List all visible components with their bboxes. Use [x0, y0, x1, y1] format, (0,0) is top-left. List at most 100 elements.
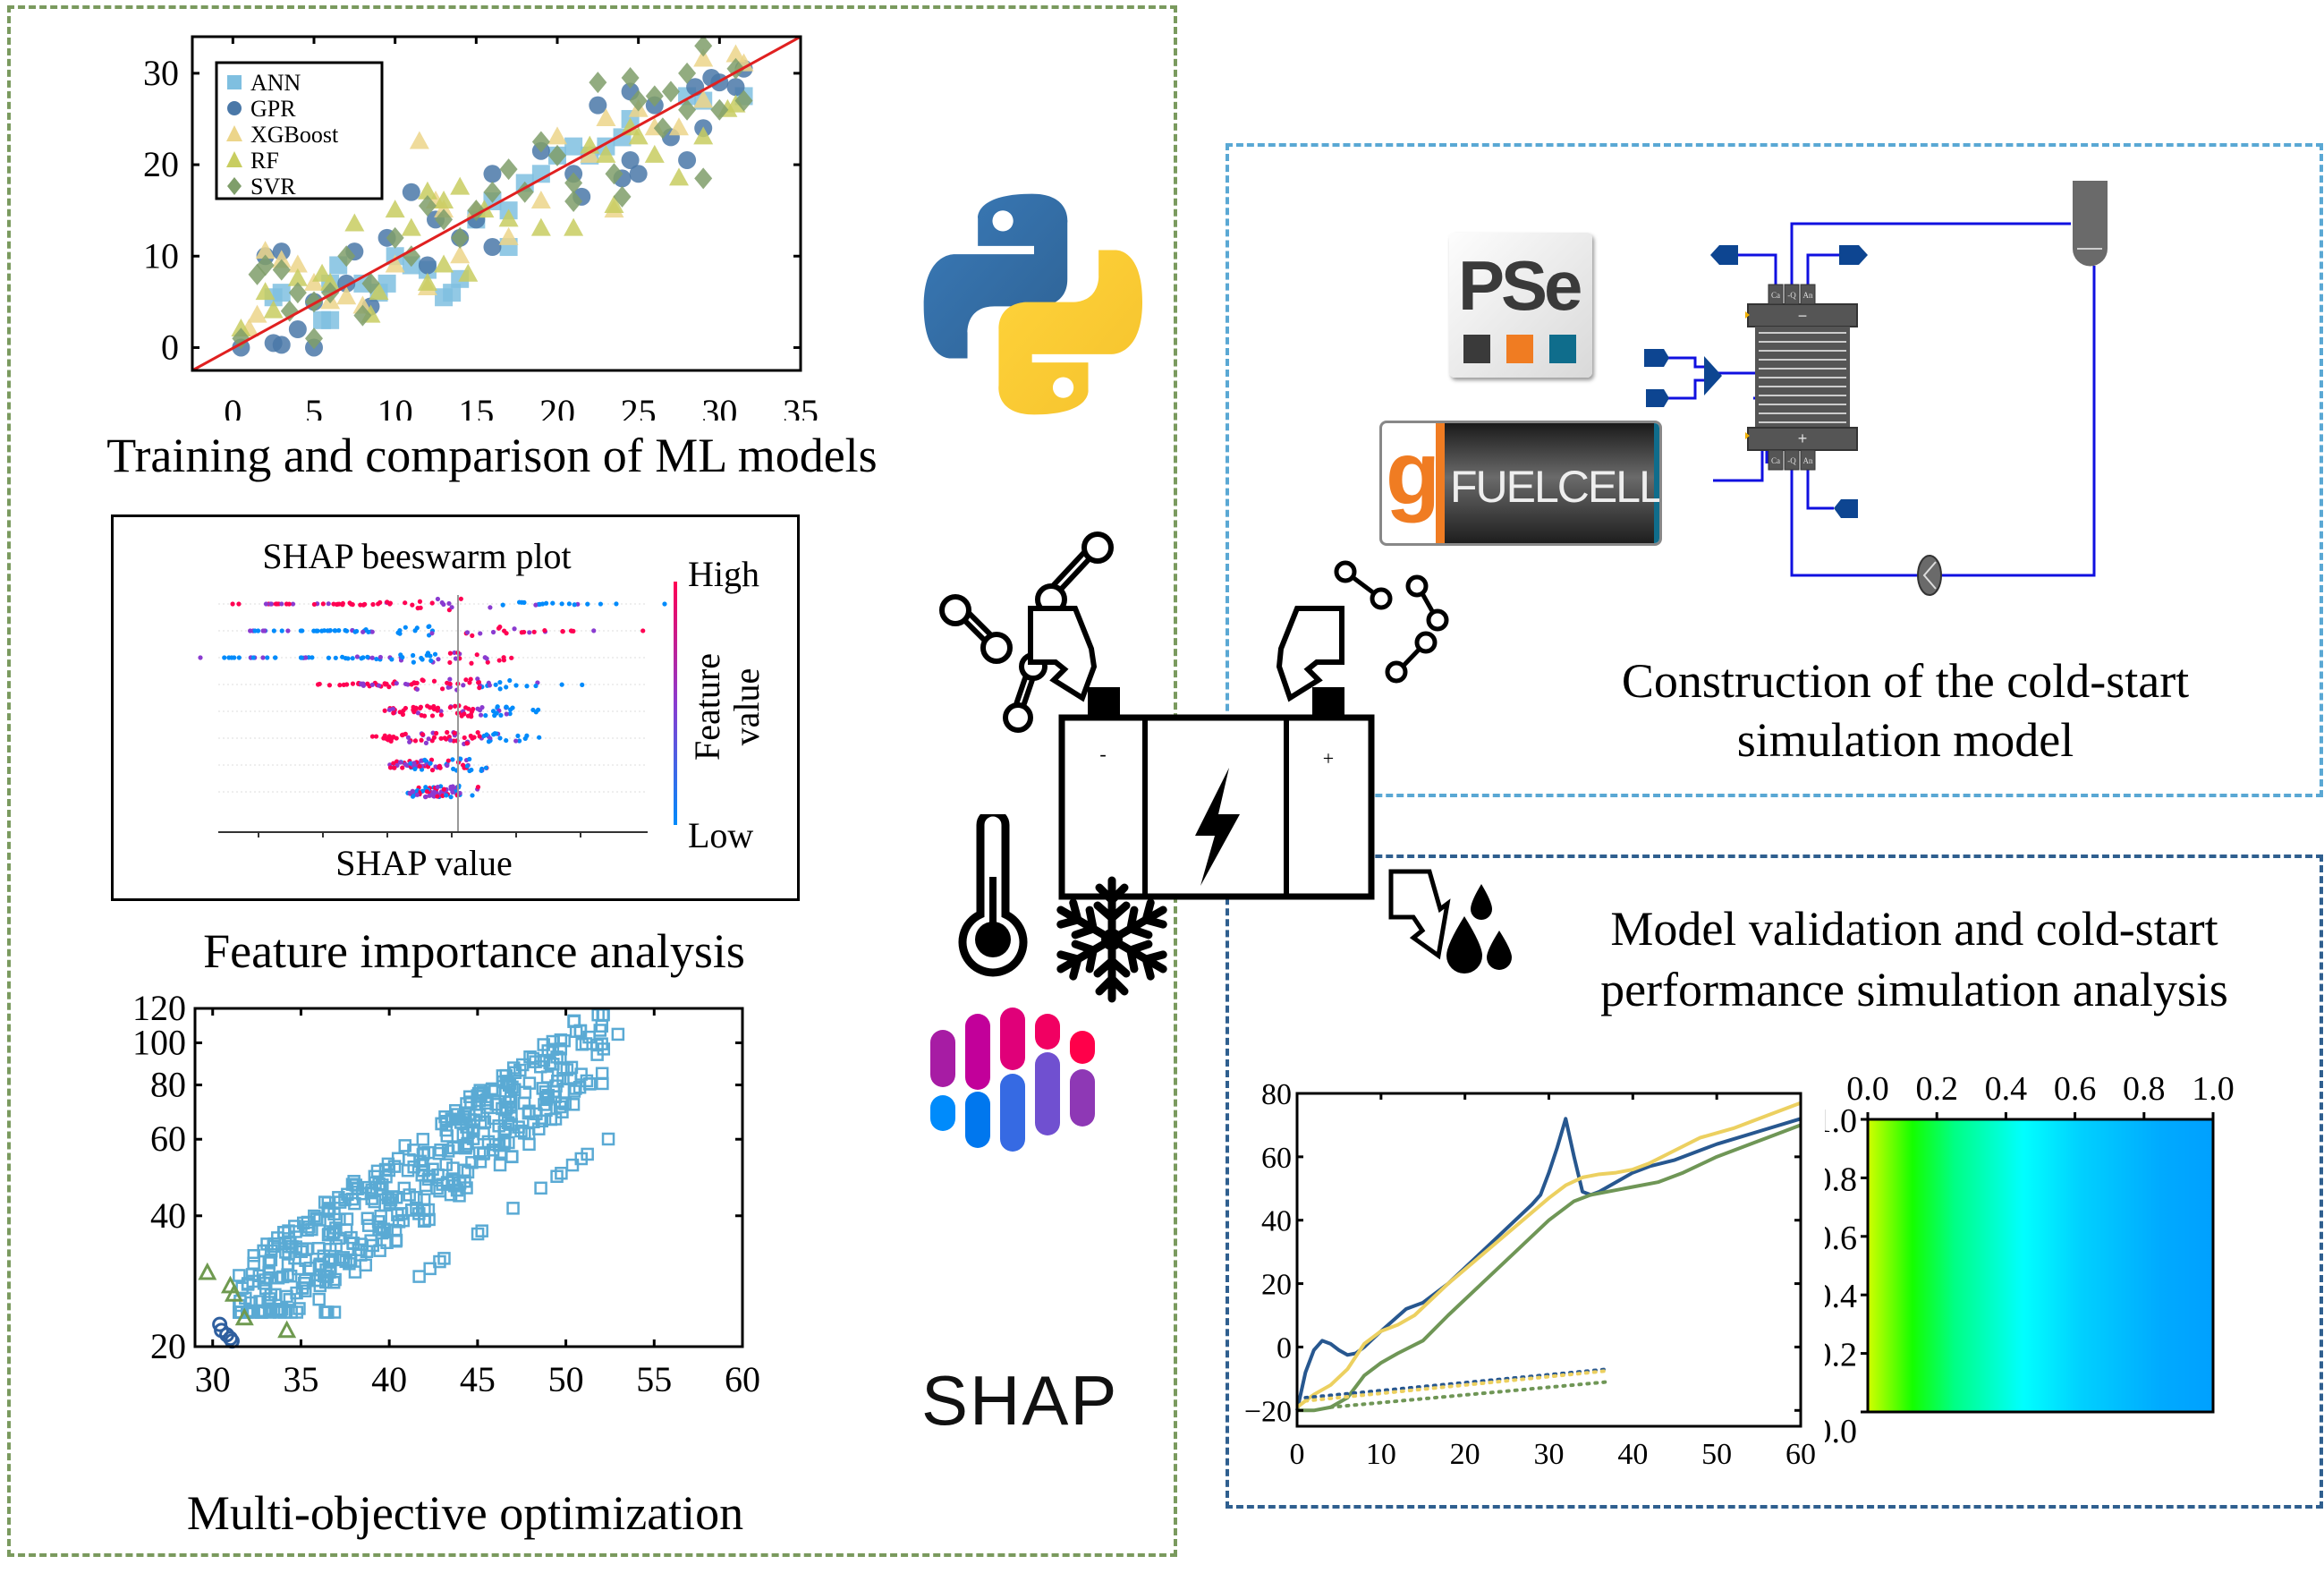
beeswarm-point	[400, 732, 405, 737]
pareto-candidate-point	[601, 1132, 615, 1146]
pareto-candidate-point	[505, 1150, 519, 1164]
validation-caption-line1: Model validation and cold-start	[1610, 902, 2218, 956]
pareto-candidate-point	[522, 1076, 537, 1090]
beeswarm-point	[531, 629, 537, 634]
beeswarm-point	[474, 652, 479, 658]
port-label-top: An	[1803, 291, 1813, 300]
parity-y-tick: 20	[143, 144, 179, 184]
parity-y-tick: 30	[143, 53, 179, 93]
parity-point-xgboost	[287, 254, 308, 273]
beeswarm-point	[350, 681, 356, 686]
beeswarm-point	[513, 683, 519, 688]
parity-point-svr	[531, 131, 550, 153]
parity-point-ann	[321, 310, 340, 329]
beeswarm-point	[369, 655, 375, 660]
beeswarm-point	[327, 683, 333, 688]
pareto-candidate-point	[540, 1090, 555, 1104]
beeswarm-point	[559, 601, 564, 607]
molecule-icon	[939, 594, 1013, 664]
pareto-front-triangle	[234, 1307, 254, 1326]
beeswarm-point	[481, 733, 487, 739]
pareto-candidate-point	[471, 1086, 486, 1101]
beeswarm-point	[486, 739, 492, 744]
beeswarm-point	[343, 656, 349, 661]
beeswarm-point	[512, 626, 517, 632]
beeswarm-point	[394, 735, 399, 741]
parity-point-svr	[661, 81, 680, 103]
line-y-tick: 60	[1261, 1142, 1292, 1175]
beeswarm-point	[222, 655, 227, 660]
beeswarm-point	[445, 729, 450, 735]
parity-point-xgboost	[247, 304, 267, 323]
gradient-heatmap: 0.00.20.40.60.81.00.00.20.40.60.81.0	[1825, 1070, 2235, 1450]
beeswarm-point	[391, 761, 396, 766]
beeswarm-point	[411, 761, 417, 766]
beeswarm-point	[476, 680, 481, 685]
heat-x-tick: 1.0	[2192, 1070, 2235, 1108]
beeswarm-point	[263, 601, 269, 607]
pareto-candidate-point	[283, 1293, 297, 1306]
parity-point-rf	[417, 181, 437, 200]
beeswarm-point	[286, 601, 292, 607]
pareto-candidate-point	[403, 1188, 416, 1202]
beeswarm-point	[438, 712, 444, 718]
pareto-candidate-point	[319, 1263, 333, 1277]
line-x-tick: 40	[1617, 1438, 1648, 1467]
parity-point-gpr	[483, 165, 502, 183]
parity-point-svr	[605, 163, 623, 185]
legend-marker	[226, 125, 242, 141]
snowflake-icon	[1056, 876, 1167, 1003]
pareto-candidate-point	[493, 1158, 507, 1172]
pareto-candidate-point	[430, 1181, 444, 1195]
beeswarm-point	[470, 633, 475, 638]
beeswarm-point	[482, 655, 488, 660]
beeswarm-colorbar	[674, 582, 677, 825]
beeswarm-point	[386, 684, 392, 690]
beeswarm-point	[475, 785, 481, 790]
parity-point-svr	[451, 226, 470, 249]
pareto-candidate-point	[554, 1042, 568, 1056]
molecule-icon	[1003, 652, 1047, 733]
parity-point-svr	[564, 172, 583, 194]
pareto-candidate-point	[348, 1265, 362, 1279]
pareto-candidate-point	[522, 1106, 536, 1120]
beeswarm-point	[260, 655, 266, 660]
parity-point-xgboost	[255, 241, 276, 259]
parity-reference-line	[191, 35, 802, 372]
pareto-candidate-point	[446, 1161, 460, 1175]
beeswarm-point	[403, 600, 408, 606]
pareto-candidate-point	[262, 1256, 276, 1270]
parity-point-xgboost	[530, 190, 551, 208]
beeswarm-point	[447, 681, 453, 686]
parity-point-xgboost	[352, 295, 373, 314]
heat-x-tick: 0.4	[1985, 1070, 2028, 1108]
parity-point-rf	[344, 213, 365, 232]
pareto-front-triangle	[277, 1320, 297, 1339]
line-y-tick: 0	[1277, 1331, 1292, 1365]
beeswarm-point	[496, 658, 502, 663]
pareto-candidate-point	[327, 1275, 341, 1289]
legend-marker	[227, 101, 242, 115]
beeswarm-point	[445, 758, 451, 763]
beeswarm-point	[354, 654, 360, 659]
pareto-candidate-point	[398, 1139, 411, 1152]
beeswarm-point	[444, 793, 449, 798]
beeswarm-point	[533, 602, 539, 608]
beeswarm-point	[273, 655, 278, 660]
beeswarm-point	[510, 705, 515, 710]
parity-point-svr	[499, 158, 518, 181]
pareto-front-triangle	[198, 1262, 217, 1280]
parity-point-rf	[434, 190, 454, 208]
beeswarm-point	[360, 629, 366, 634]
parity-point-rf	[417, 272, 437, 291]
beeswarm-point	[470, 793, 475, 798]
pareto-candidate-point	[322, 1255, 336, 1269]
pareto-candidate-point	[366, 1238, 380, 1253]
beeswarm-point	[336, 628, 342, 633]
pareto-candidate-point	[565, 1158, 580, 1172]
parity-point-svr	[694, 167, 713, 190]
beeswarm-point	[250, 655, 256, 660]
beeswarm-point	[585, 601, 590, 607]
beeswarm-point	[236, 655, 242, 660]
